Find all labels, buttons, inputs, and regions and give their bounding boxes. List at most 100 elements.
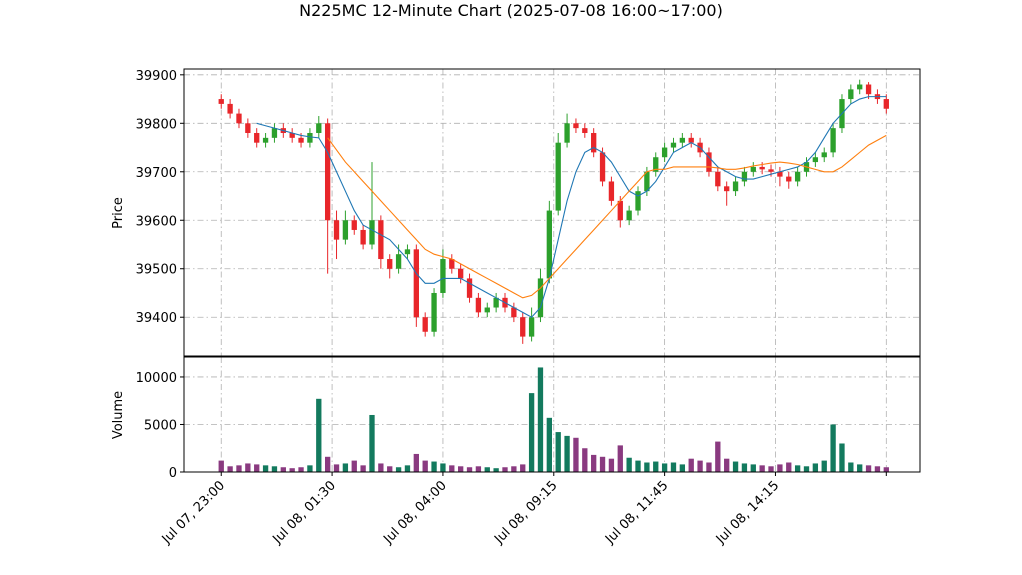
volume-bar bbox=[564, 435, 570, 472]
candle-body bbox=[794, 171, 801, 182]
candle-body bbox=[413, 249, 419, 318]
volume-bar bbox=[413, 453, 419, 472]
volume-bar bbox=[395, 467, 402, 472]
volume-bar bbox=[644, 462, 650, 472]
candle-body bbox=[857, 84, 863, 90]
moving-average-line bbox=[327, 134, 887, 299]
candle-body bbox=[227, 103, 233, 114]
volume-bar bbox=[466, 467, 473, 472]
y-tick-label: 39500 bbox=[136, 263, 177, 278]
candle-body bbox=[768, 169, 774, 172]
candle-body bbox=[715, 171, 721, 187]
volume-bar bbox=[582, 448, 588, 472]
volume-bar bbox=[333, 464, 340, 472]
volume-bar bbox=[440, 463, 446, 472]
volume-bar bbox=[369, 414, 375, 472]
candle-body bbox=[599, 152, 606, 182]
volume-bar bbox=[697, 460, 703, 472]
candle-body bbox=[387, 259, 393, 269]
candle-body bbox=[333, 220, 340, 240]
candle-body bbox=[724, 186, 730, 192]
volume-bar bbox=[635, 460, 641, 472]
volume-bar bbox=[511, 466, 517, 472]
candle-body bbox=[812, 157, 819, 163]
volume-bar bbox=[626, 457, 632, 472]
volume-bar bbox=[520, 464, 526, 472]
volume-bar bbox=[458, 466, 464, 472]
candle-body bbox=[582, 128, 588, 133]
volume-bar bbox=[679, 464, 686, 472]
candle-body bbox=[617, 200, 623, 221]
volume-bar bbox=[298, 467, 304, 472]
volume-bar bbox=[493, 468, 499, 472]
candle-body bbox=[635, 191, 641, 211]
candle-body bbox=[777, 171, 783, 177]
volume-bar bbox=[528, 393, 535, 472]
volume-bar bbox=[502, 467, 508, 472]
volume-bar bbox=[475, 466, 482, 472]
y-tick-label: 39600 bbox=[136, 214, 177, 229]
candle-body bbox=[342, 220, 349, 240]
y-tick-label: 0 bbox=[169, 466, 177, 481]
volume-bar bbox=[786, 462, 792, 472]
volume-axis-label: Volume bbox=[111, 391, 126, 439]
volume-bar bbox=[599, 456, 606, 472]
volume-bar bbox=[289, 468, 295, 472]
volume-bar bbox=[262, 465, 269, 472]
chart-title: N225MC 12-Minute Chart (2025-07-08 16:00… bbox=[299, 1, 723, 20]
candle-body bbox=[865, 84, 872, 95]
candle-body bbox=[458, 268, 464, 279]
candle-body bbox=[422, 317, 428, 332]
candle-body bbox=[679, 137, 686, 143]
candle-body bbox=[493, 297, 499, 308]
candle-body bbox=[537, 278, 544, 318]
candle-body bbox=[466, 278, 473, 298]
volume-bar bbox=[661, 463, 668, 472]
volume-bar bbox=[865, 465, 872, 472]
volume-bar bbox=[848, 462, 854, 472]
volume-bar bbox=[777, 464, 783, 472]
y-tick-label: 39400 bbox=[136, 311, 177, 326]
volume-bar bbox=[759, 465, 765, 472]
candle-body bbox=[786, 176, 792, 182]
volume-bar bbox=[794, 465, 801, 472]
candle-body bbox=[608, 181, 615, 201]
volume-bar bbox=[591, 454, 597, 472]
candle-body bbox=[528, 317, 535, 337]
candle-body bbox=[759, 166, 765, 170]
candle-body bbox=[670, 142, 677, 148]
candle-body bbox=[271, 128, 278, 138]
volume-bar bbox=[387, 466, 393, 472]
candle-body bbox=[449, 259, 455, 269]
candle-body bbox=[564, 123, 570, 143]
candle-body bbox=[661, 147, 668, 158]
volume-bar bbox=[537, 367, 544, 472]
candle-body bbox=[821, 152, 827, 158]
price-panel-frame bbox=[183, 68, 921, 357]
y-tick-label: 39900 bbox=[136, 69, 177, 84]
candle-body bbox=[830, 128, 836, 153]
volume-bar bbox=[732, 461, 739, 472]
candle-body bbox=[378, 220, 384, 260]
x-tick-label: Jul 08, 11:45 bbox=[602, 478, 671, 547]
candle-body bbox=[245, 123, 251, 133]
x-tick-label: Jul 08, 01:30 bbox=[270, 478, 339, 547]
candle-body bbox=[546, 210, 552, 279]
candle-body bbox=[307, 132, 313, 143]
candle-body bbox=[351, 220, 357, 230]
candle-body bbox=[316, 123, 322, 133]
volume-bar bbox=[688, 458, 694, 472]
candle-body bbox=[591, 132, 597, 153]
volume-bar bbox=[218, 460, 224, 472]
candle-body bbox=[289, 132, 295, 138]
volume-bar bbox=[839, 443, 845, 472]
volume-bar bbox=[803, 466, 810, 472]
volume-bar bbox=[812, 463, 819, 472]
candle-body bbox=[511, 307, 517, 318]
candle-body bbox=[369, 220, 375, 245]
candle-body bbox=[883, 99, 889, 109]
volume-bar bbox=[573, 437, 579, 472]
volume-bar bbox=[422, 460, 428, 472]
